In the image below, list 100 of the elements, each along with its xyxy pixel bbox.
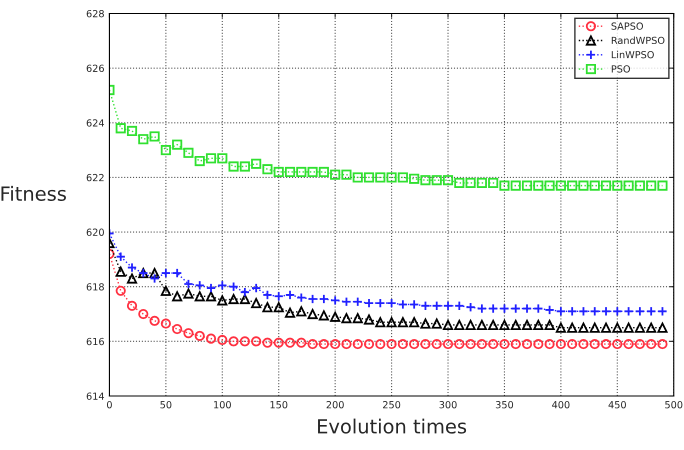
point [476, 339, 487, 350]
point [318, 310, 329, 320]
point [341, 339, 352, 350]
point [172, 268, 182, 278]
x-tick-label: 250 [383, 401, 400, 408]
y-tick-label: 624 [86, 119, 104, 127]
point [522, 304, 532, 314]
point [544, 304, 555, 316]
point [217, 153, 228, 164]
point [578, 180, 589, 191]
legend-label: LinWPSO [612, 50, 654, 58]
point [352, 313, 363, 324]
point [262, 338, 273, 348]
point [206, 153, 216, 164]
y-tick-label: 628 [86, 10, 104, 18]
point [522, 180, 532, 191]
point [499, 339, 510, 350]
point [126, 273, 138, 284]
point [634, 322, 645, 333]
point [330, 312, 340, 322]
point [284, 290, 296, 300]
point [126, 126, 138, 136]
x-tick-label: 200 [326, 401, 344, 408]
point [612, 180, 622, 191]
point [556, 322, 566, 333]
point [488, 304, 498, 314]
point [172, 140, 182, 150]
point [510, 304, 521, 314]
point [330, 170, 340, 180]
point [488, 178, 498, 188]
point [578, 322, 589, 333]
point [442, 320, 454, 330]
point [612, 339, 622, 350]
y-axis-title: Fitness [1, 186, 66, 201]
point [364, 298, 374, 308]
x-tick-label: 0 [106, 401, 112, 408]
point [522, 339, 532, 350]
point [228, 294, 239, 304]
point [488, 320, 498, 330]
y-tick-label: 614 [86, 392, 104, 400]
point [308, 308, 318, 320]
point [160, 286, 171, 296]
point [375, 317, 386, 328]
point [646, 339, 656, 350]
point [262, 302, 273, 312]
point [466, 339, 476, 350]
point [386, 172, 397, 182]
point [150, 273, 160, 284]
point [533, 304, 544, 314]
x-tick-label: 500 [665, 401, 682, 408]
point [510, 320, 521, 330]
point [567, 306, 578, 316]
point [634, 339, 645, 350]
point [590, 306, 600, 316]
point [466, 302, 476, 312]
point [499, 304, 510, 314]
point [476, 320, 487, 330]
point [375, 339, 386, 350]
point [510, 180, 521, 191]
point [657, 339, 668, 350]
point [194, 291, 205, 302]
point [150, 131, 160, 142]
point [262, 164, 273, 174]
point [194, 330, 205, 341]
point [409, 299, 420, 310]
point [612, 306, 622, 316]
point [409, 317, 420, 328]
point [240, 287, 250, 298]
point [274, 302, 284, 312]
point [442, 339, 454, 350]
point [454, 339, 464, 350]
point [217, 295, 228, 306]
point [420, 318, 431, 329]
point [454, 300, 464, 311]
point [284, 338, 296, 348]
point [510, 339, 521, 350]
point [352, 172, 363, 182]
point [341, 170, 352, 180]
x-axis-title: Evolution times [318, 418, 466, 434]
point [116, 286, 126, 296]
point [240, 336, 250, 346]
point [126, 300, 138, 311]
point [274, 166, 284, 178]
point [240, 161, 250, 172]
point [657, 180, 668, 191]
point [138, 308, 148, 320]
point [318, 166, 329, 178]
point [364, 314, 374, 325]
point [296, 306, 306, 316]
point [624, 180, 634, 191]
point [228, 161, 239, 172]
point [116, 123, 126, 134]
point [476, 178, 487, 188]
y-tick-label: 620 [86, 228, 104, 236]
point [488, 339, 498, 350]
point [590, 322, 600, 333]
point [318, 294, 329, 304]
point [567, 322, 578, 333]
x-tick-label: 50 [160, 401, 172, 408]
point [556, 306, 566, 316]
